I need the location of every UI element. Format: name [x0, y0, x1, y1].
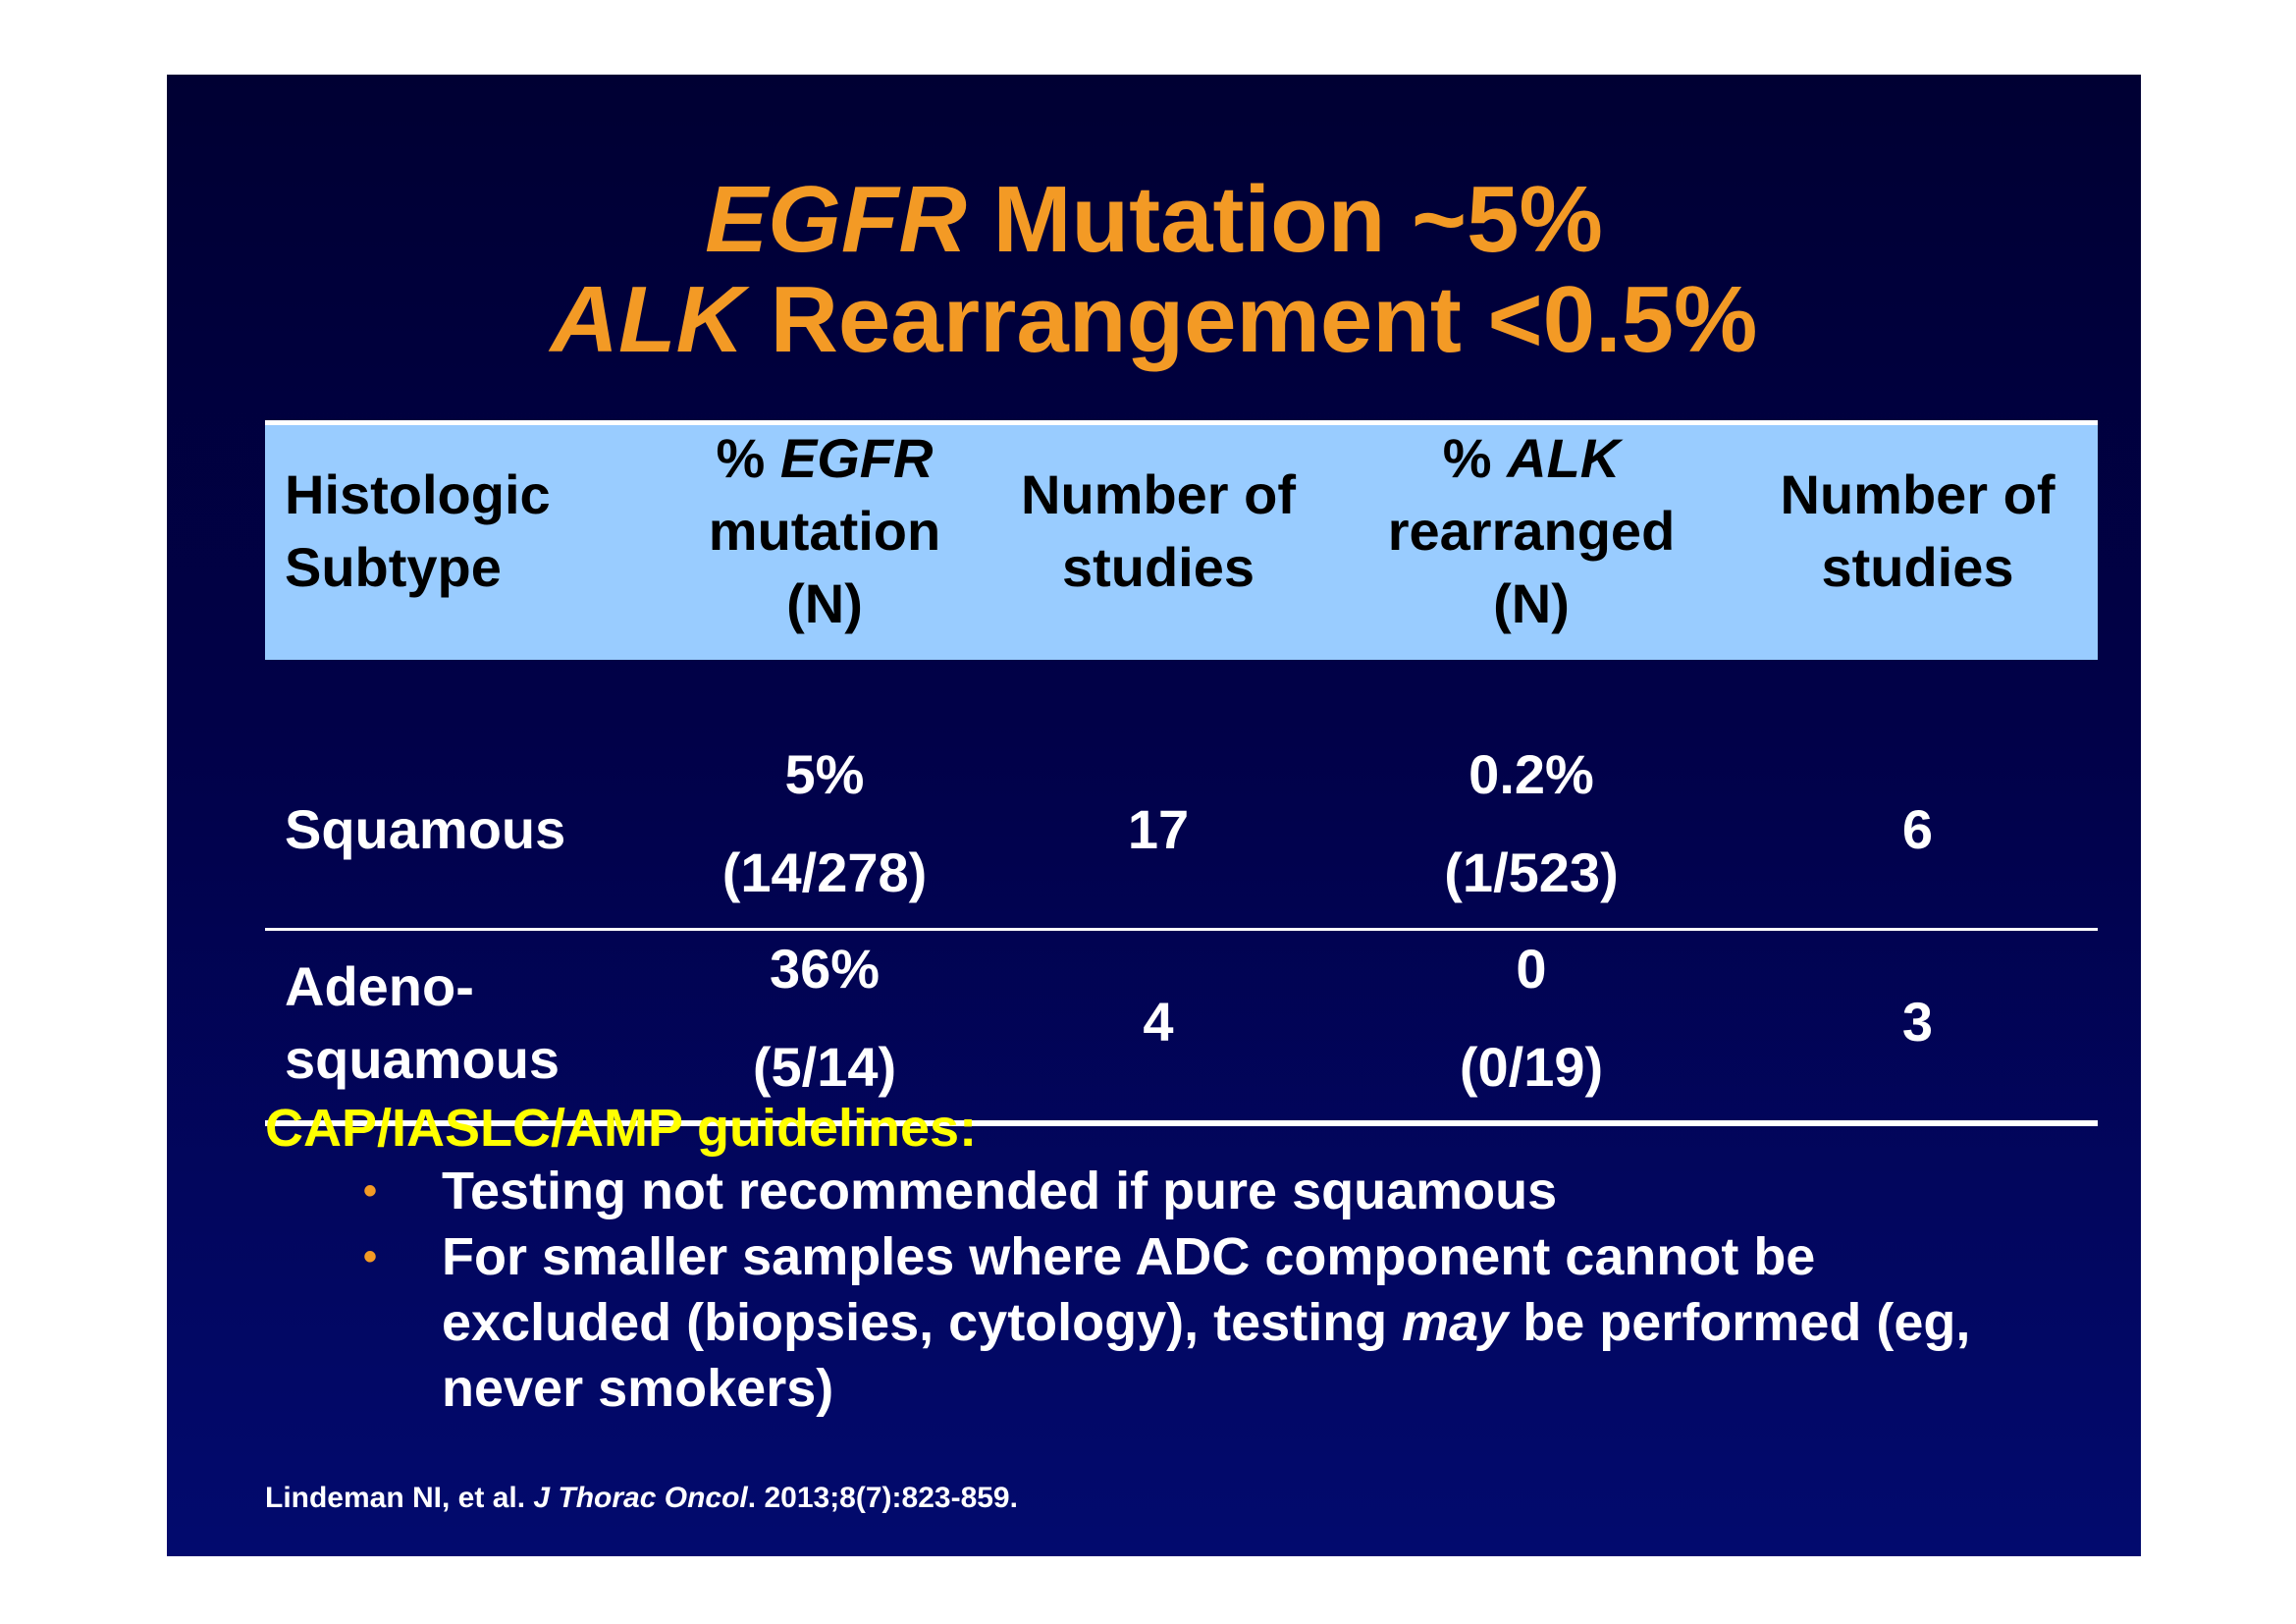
slide: EGFR Mutation ~5% ALK Rearrangement <0.5…: [167, 75, 2141, 1556]
title-gene-egfr: EGFR: [705, 167, 967, 272]
header-histologic-subtype: Histologic Subtype: [285, 463, 551, 598]
header-egfr-mutation: % EGFR mutation (N): [708, 427, 941, 634]
table-bottom-rule: [265, 1120, 2098, 1126]
cell-egfr-studies: 17: [1127, 798, 1190, 860]
title-gene-alk: ALK: [550, 267, 744, 372]
cell-alk-studies: 3: [1901, 991, 1934, 1053]
row-subtype: Squamous: [285, 798, 566, 860]
title-line-2-text: Rearrangement <0.5%: [743, 267, 1758, 372]
header-alk-number-of-studies: Number of studies: [1780, 463, 2056, 598]
cell-alk-percent: 0 (0/19): [1459, 938, 1604, 1098]
row-subtype: Adeno- squamous: [285, 955, 561, 1090]
title-line-1-text: Mutation ~5%: [966, 167, 1603, 272]
cell-alk-studies: 6: [1901, 798, 1934, 860]
reference-citation: Lindeman NI, et al. J Thorac Oncol. 2013…: [265, 1482, 1018, 1514]
cell-egfr-studies: 4: [1143, 991, 1174, 1053]
cell-egfr-percent: 5% (14/278): [721, 743, 928, 903]
row-divider: [265, 928, 2098, 931]
guidelines-heading: CAP/IASLC/AMP guidelines:: [265, 1099, 978, 1158]
slide-title-line-2: ALK Rearrangement <0.5%: [167, 271, 2141, 369]
list-item: • For smaller samples where ADC componen…: [363, 1224, 2052, 1422]
slide-title-line-1: EGFR Mutation ~5%: [167, 171, 2141, 269]
cell-alk-percent: 0.2% (1/523): [1444, 743, 1619, 903]
table-header-row: Histologic Subtype % EGFR mutation (N) N…: [265, 420, 2098, 660]
bullet-icon: •: [363, 1235, 378, 1278]
header-egfr-number-of-studies: Number of studies: [1021, 463, 1296, 598]
cell-egfr-percent: 36% (5/14): [752, 938, 897, 1098]
list-item: • Testing not recommended if pure squamo…: [363, 1159, 2052, 1224]
bullet-icon: •: [363, 1169, 378, 1213]
guidelines-list: • Testing not recommended if pure squamo…: [363, 1159, 2052, 1422]
header-alk-rearranged: % ALK rearranged (N): [1387, 427, 1676, 634]
